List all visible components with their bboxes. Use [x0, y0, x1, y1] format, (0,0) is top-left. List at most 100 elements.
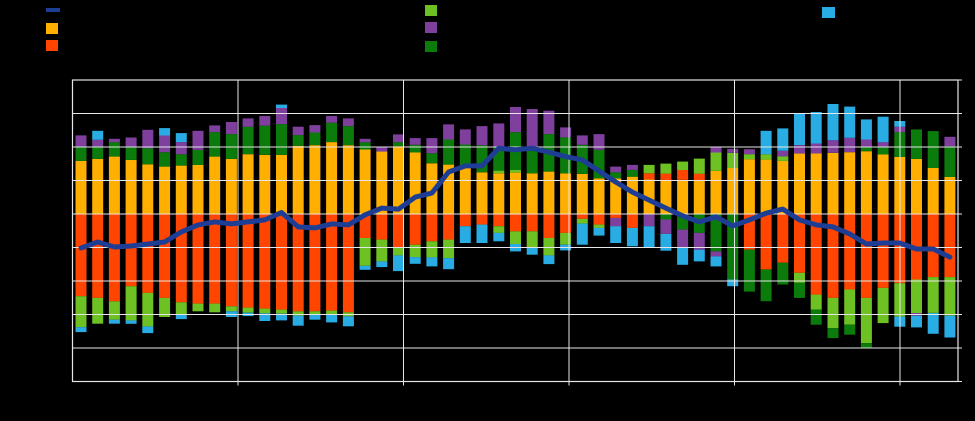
bar-34-neg-purple	[643, 213, 655, 227]
bar-30-neg-light_green	[576, 218, 588, 224]
bar-41-pos-amber	[760, 159, 772, 214]
bar-52-neg-light_green	[944, 277, 956, 316]
bar-45-neg-light_green	[827, 297, 839, 329]
bar-21-pos-dark_green	[426, 153, 438, 164]
bar-44-neg-red	[810, 213, 822, 295]
bar-27-neg-red	[526, 213, 538, 232]
bar-23-neg-cyan	[459, 226, 471, 243]
bar-25-neg-light_green	[493, 226, 505, 233]
bar-20-neg-cyan	[409, 257, 421, 264]
bar-48-pos-dark_green	[877, 146, 889, 155]
bar-36-pos-red	[677, 169, 689, 180]
bar-1-neg-light_green	[92, 297, 104, 324]
bar-43-neg-light_green	[794, 272, 805, 283]
bar-8-pos-purple	[209, 125, 221, 133]
bar-7-pos-amber	[192, 164, 204, 214]
bar-46-pos-purple	[844, 137, 856, 153]
bar-47-neg-light_green	[860, 297, 872, 344]
bar-18-neg-light_green	[376, 239, 388, 262]
bar-15-neg-cyan	[326, 314, 338, 323]
bar-24-pos-amber	[476, 172, 488, 214]
bar-34-pos-red	[643, 173, 655, 180]
bar-20-pos-amber	[409, 152, 421, 214]
bar-26-neg-light_green	[510, 231, 521, 244]
bar-31-neg-cyan	[593, 227, 605, 236]
bar-12-neg-red	[276, 213, 287, 310]
bar-6-neg-cyan	[175, 314, 187, 320]
bar-19-pos-amber	[393, 146, 404, 214]
bar-48-pos-purple	[877, 142, 889, 147]
bar-19-neg-cyan	[393, 255, 404, 272]
bar-9-pos-amber	[225, 158, 237, 214]
bar-32-neg-purple	[610, 217, 622, 227]
bar-13-neg-red	[292, 213, 304, 312]
bar-12-pos-purple	[276, 108, 287, 125]
bar-40-neg-dark_green	[743, 249, 755, 292]
bar-4-pos-amber	[142, 164, 154, 214]
bar-28-pos-purple	[543, 110, 555, 135]
bar-48-pos-amber	[877, 154, 889, 214]
bar-22-pos-dark_green	[443, 139, 455, 165]
bar-39-neg-cyan	[727, 279, 739, 287]
bar-2-neg-red	[108, 213, 120, 302]
bar-44-pos-purple	[810, 143, 822, 154]
bar-44-pos-amber	[810, 153, 822, 214]
bar-44-pos-cyan	[810, 112, 822, 144]
bar-30-neg-red	[576, 213, 588, 219]
bar-33-pos-dark_green	[626, 170, 638, 177]
bar-29-pos-purple	[560, 127, 572, 138]
bar-12-pos-dark_green	[276, 124, 287, 155]
bar-34-pos-amber	[643, 179, 655, 214]
bar-10-neg-red	[242, 213, 254, 308]
bar-42-pos-light_green	[777, 156, 789, 161]
bar-28-pos-amber	[543, 171, 555, 214]
bar-43-pos-cyan	[794, 113, 805, 146]
bar-7-neg-light_green	[192, 303, 204, 312]
bar-44-neg-light_green	[810, 294, 822, 310]
bar-30-neg-cyan	[576, 223, 588, 245]
bar-46-pos-cyan	[844, 106, 856, 138]
bar-18-neg-red	[376, 213, 388, 240]
bar-39-pos-light_green	[727, 152, 739, 168]
bar-20-neg-light_green	[409, 244, 421, 258]
bar-4-pos-purple	[142, 129, 154, 149]
bar-6-neg-red	[175, 213, 187, 303]
bar-3-pos-dark_green	[125, 146, 137, 160]
bar-39-pos-purple	[727, 148, 739, 153]
bar-21-neg-cyan	[426, 257, 438, 267]
bar-4-pos-dark_green	[142, 148, 154, 165]
bar-18-pos-purple	[376, 147, 388, 152]
bar-13-pos-amber	[292, 145, 304, 214]
bar-11-neg-red	[259, 213, 271, 309]
bar-24-neg-red	[476, 213, 488, 225]
bar-36-pos-amber	[677, 180, 689, 214]
bar-14-neg-cyan	[309, 314, 321, 320]
bar-21-pos-purple	[426, 138, 438, 154]
bar-32-neg-cyan	[610, 226, 622, 243]
bar-4-neg-light_green	[142, 292, 154, 327]
bar-25-pos-light_green	[493, 170, 505, 174]
bar-32-pos-amber	[610, 178, 622, 214]
bar-20-neg-red	[409, 213, 421, 245]
bar-51-pos-amber	[927, 167, 939, 214]
bar-34-pos-light_green	[643, 164, 655, 174]
bar-35-pos-amber	[660, 180, 672, 214]
bar-47-pos-dark_green	[860, 146, 872, 152]
bar-38-neg-purple	[710, 251, 722, 257]
bar-7-pos-purple	[192, 130, 204, 150]
bar-15-neg-light_green	[326, 310, 338, 314]
bar-37-neg-purple	[693, 232, 705, 250]
bar-14-pos-amber	[309, 145, 321, 214]
bar-31-neg-red	[593, 213, 605, 225]
bar-6-pos-dark_green	[175, 154, 187, 166]
bar-48-neg-light_green	[877, 287, 889, 324]
bar-13-neg-light_green	[292, 311, 304, 316]
bar-42-pos-cyan	[777, 128, 789, 151]
bar-35-pos-red	[660, 173, 672, 181]
bar-32-pos-purple	[610, 166, 622, 173]
bar-14-pos-dark_green	[309, 132, 321, 146]
bar-36-pos-light_green	[677, 161, 689, 170]
bar-3-neg-light_green	[125, 286, 137, 321]
legend-swatch-cyan-series	[822, 7, 835, 18]
bar-48-neg-red	[877, 213, 889, 288]
